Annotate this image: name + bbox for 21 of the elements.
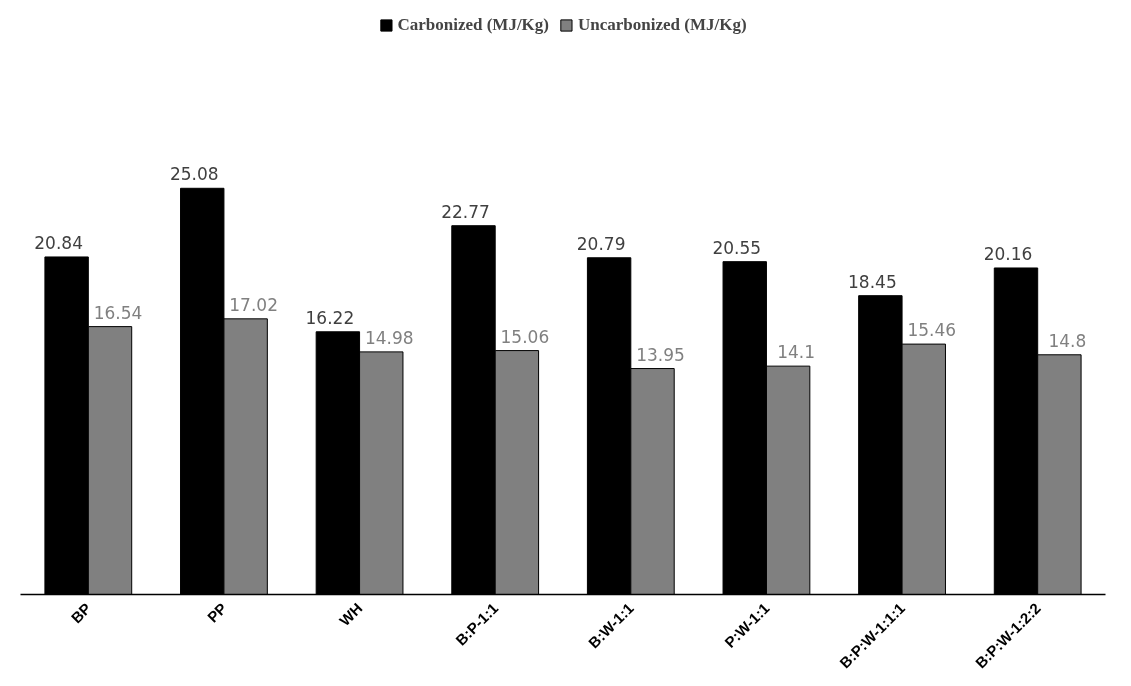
data-label: 14.1: [777, 342, 816, 363]
x-tick-label: PP: [203, 599, 230, 626]
legend-label: Carbonized (MJ/Kg): [397, 15, 549, 35]
data-label: 15.06: [500, 326, 550, 347]
data-label: 14.8: [1048, 330, 1087, 351]
data-label: 17.02: [229, 294, 278, 315]
data-label: 20.84: [34, 232, 83, 253]
data-label: 18.45: [848, 271, 897, 292]
x-tick-label: BP: [67, 599, 95, 627]
legend-label: Uncarbonized (MJ/Kg): [578, 15, 747, 35]
data-label: 20.16: [983, 243, 1033, 264]
data-label: 25.08: [169, 164, 219, 185]
data-label: 13.95: [636, 344, 685, 365]
x-tick-label: WH: [335, 599, 366, 630]
data-label: 20.79: [576, 233, 626, 254]
data-label: 20.55: [712, 237, 762, 258]
data-label: 16.22: [305, 307, 355, 328]
data-label: 14.98: [364, 327, 414, 348]
data-label: 22.77: [441, 201, 490, 222]
data-label: 15.46: [907, 320, 957, 341]
data-label: 16.54: [93, 302, 143, 323]
